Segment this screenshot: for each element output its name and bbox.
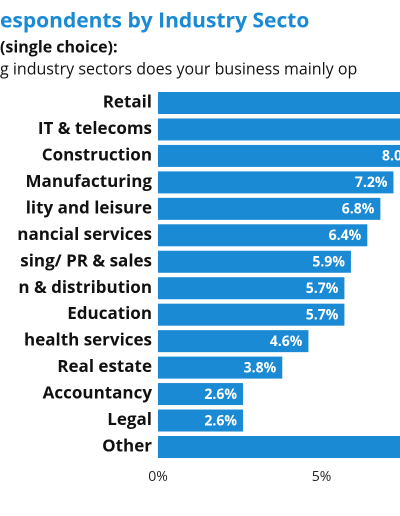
value-label: 2.6% xyxy=(204,411,237,430)
value-label: 6.8% xyxy=(342,200,375,219)
bar xyxy=(158,92,400,114)
bar xyxy=(158,303,345,326)
value-label: 8.0 xyxy=(382,147,400,166)
value-label: 4.6% xyxy=(270,332,303,351)
bar xyxy=(158,197,381,220)
value-label: 5.7% xyxy=(306,305,339,324)
x-tick-label: 0% xyxy=(148,467,168,486)
bar xyxy=(158,277,345,300)
category-label: Construction xyxy=(42,142,152,165)
bar xyxy=(158,356,283,379)
question: g industry sectors does your business ma… xyxy=(0,57,357,79)
category-label: lity and leisure xyxy=(26,195,152,218)
value-label: 3.8% xyxy=(244,358,277,377)
value-label: 5.7% xyxy=(306,279,339,298)
category-label: Other xyxy=(102,434,152,457)
bar xyxy=(158,330,309,353)
category-label: nancial services xyxy=(17,222,152,245)
category-label: sing/ PR & sales xyxy=(20,248,152,271)
bar xyxy=(158,118,400,141)
chart-title: espondents by Industry Secto xyxy=(0,7,309,35)
value-label: 2.6% xyxy=(204,385,237,404)
category-label: health services xyxy=(24,328,152,351)
x-tick-label: 5% xyxy=(312,467,332,486)
bar xyxy=(158,250,351,273)
category-label: Real estate xyxy=(57,354,152,377)
value-label: 5.9% xyxy=(312,253,345,272)
bar xyxy=(158,409,244,432)
bar xyxy=(158,224,368,247)
category-label: Retail xyxy=(103,90,152,113)
bar xyxy=(158,171,394,194)
bar xyxy=(158,383,244,406)
category-label: Manufacturing xyxy=(26,169,153,192)
category-label: n & distribution xyxy=(18,275,152,298)
category-label: Legal xyxy=(107,407,152,430)
bar xyxy=(158,435,400,458)
bar xyxy=(158,144,400,167)
chart-subtitle: (single choice): xyxy=(0,35,118,57)
category-label: Accountancy xyxy=(43,381,153,404)
category-label: IT & telecoms xyxy=(38,116,152,139)
value-label: 7.2% xyxy=(355,173,388,192)
category-label: Education xyxy=(67,301,152,324)
value-label: 6.4% xyxy=(329,226,362,245)
